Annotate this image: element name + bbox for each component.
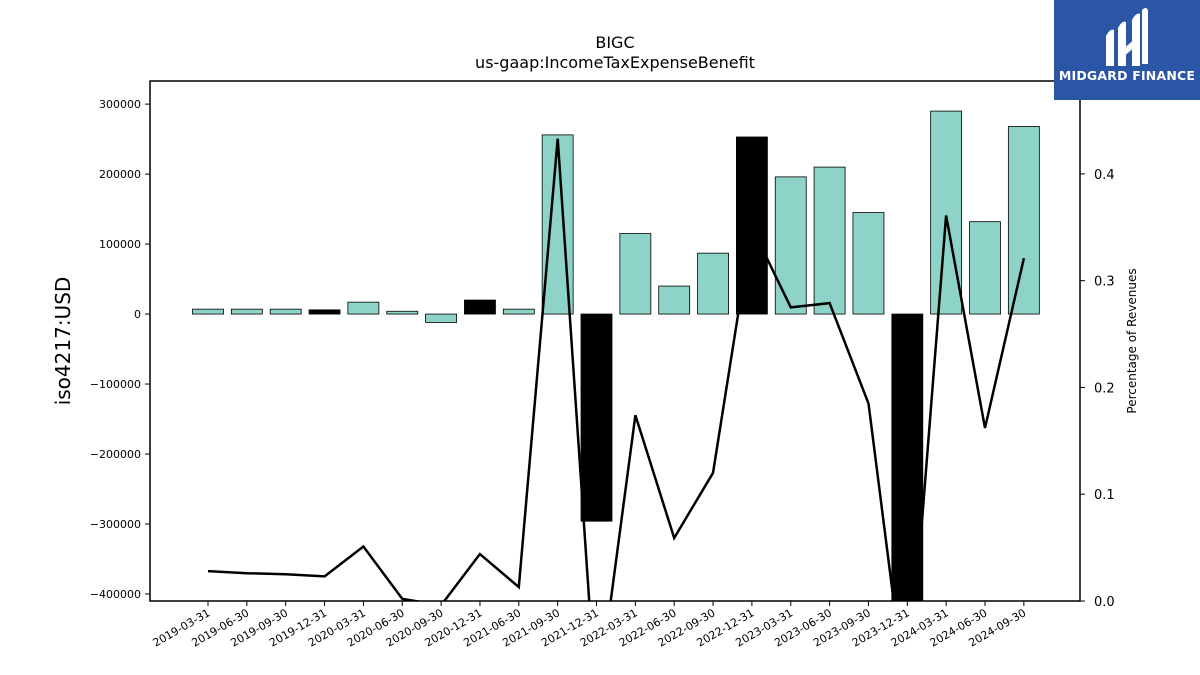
- bar: [308, 309, 341, 315]
- bar: [386, 310, 419, 315]
- y-tick-label: 300000: [99, 98, 141, 111]
- y-tick-label: −300000: [90, 518, 141, 531]
- y-axis-label: iso4217:USD: [51, 277, 75, 406]
- y2-tick-label: 0.0: [1094, 595, 1115, 610]
- bar: [425, 313, 458, 323]
- bar: [697, 252, 729, 315]
- y-tick-label: 0: [134, 308, 141, 321]
- bar: [774, 176, 807, 315]
- bar: [269, 308, 302, 315]
- y-axis: 300000 200000 100000 0 −100000 −200000 −300000…: [90, 98, 150, 601]
- y2-tick-label: 0.1: [1094, 488, 1115, 503]
- y-tick-label: −400000: [90, 588, 141, 601]
- bar: [619, 233, 652, 315]
- bar: [502, 308, 535, 315]
- y-tick-label: −100000: [90, 378, 141, 391]
- line-series: [207, 138, 1026, 601]
- y-tick-label: −200000: [90, 448, 141, 461]
- bar: [930, 110, 963, 315]
- plot-frame: [149, 80, 1081, 602]
- chart-title: BIGC: [595, 33, 634, 52]
- y2-tick-label: 0.2: [1094, 381, 1115, 396]
- bar: [230, 308, 263, 315]
- y-tick-label: 200000: [99, 168, 141, 181]
- y2-tick-label: 0.3: [1094, 275, 1115, 290]
- bar: [852, 212, 885, 315]
- series-line: [207, 138, 1026, 601]
- bar-series: [192, 110, 1040, 602]
- bar: [580, 313, 613, 522]
- y2-tick-label: 0.4: [1094, 168, 1115, 183]
- midgard-logo-icon: [1106, 8, 1148, 67]
- bar: [464, 299, 496, 315]
- bar: [969, 221, 1001, 315]
- bar: [813, 166, 846, 315]
- x-axis: 2019-03-312019-06-302019-09-302019-12-31…: [151, 601, 1028, 650]
- bar: [658, 285, 691, 315]
- y2-axis: 0.4 0.3 0.2 0.1 0.0: [1080, 168, 1115, 610]
- brand-name: MIDGARD FINANCE: [1058, 68, 1196, 83]
- y2-axis-label: Percentage of Revenues: [1125, 268, 1139, 413]
- bar: [891, 313, 924, 602]
- bar: [347, 301, 380, 315]
- bar: [1007, 126, 1040, 315]
- chart-subtitle: us-gaap:IncomeTaxExpenseBenefit: [475, 53, 755, 72]
- brand-logo: MIDGARD FINANCE: [1054, 0, 1200, 100]
- y-tick-label: 100000: [99, 238, 141, 251]
- bar: [192, 308, 224, 315]
